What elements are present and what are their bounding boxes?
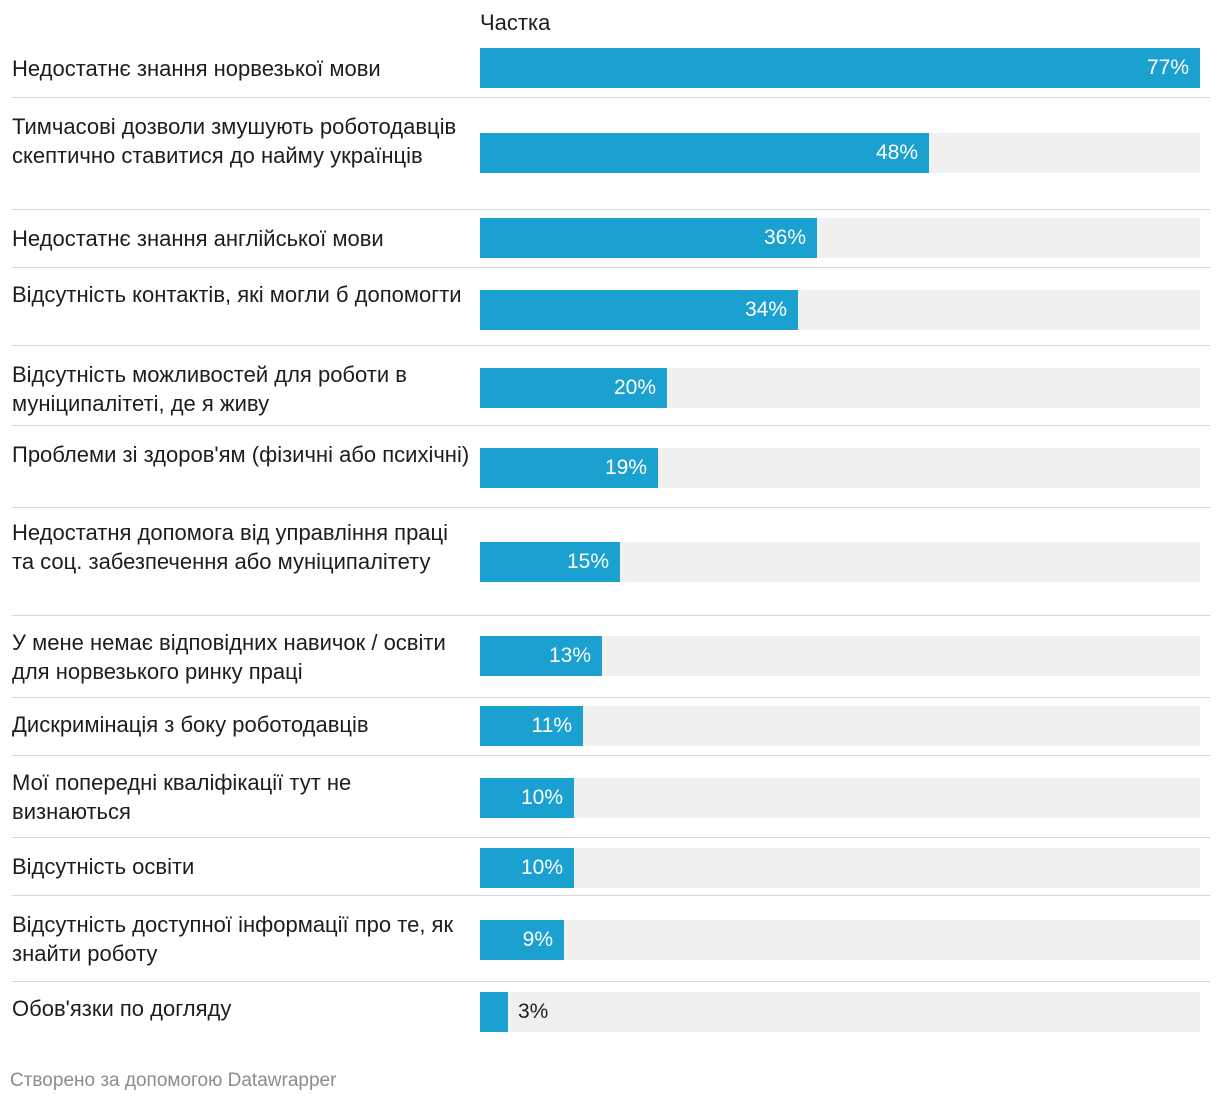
category-label: Відсутність доступної інформації про те,… <box>12 912 454 966</box>
bar <box>480 290 798 330</box>
bar <box>480 133 929 173</box>
row-divider <box>12 267 1210 268</box>
chart-row: Тимчасові дозволи змушують роботодавців … <box>0 98 1210 210</box>
bar-track: 15% <box>480 542 1200 582</box>
value-label: 48% <box>875 141 918 164</box>
category-label: Тимчасові дозволи змушують роботодавців … <box>12 114 457 168</box>
row-divider <box>12 895 1210 896</box>
value-label: 3% <box>518 1000 549 1023</box>
bar <box>480 778 574 818</box>
value-label: 13% <box>548 644 591 667</box>
chart-row: Проблеми зі здоров'ям (фізичні або психі… <box>0 426 1210 508</box>
bar <box>480 48 1200 88</box>
bar-track: 77% <box>480 48 1200 88</box>
bar-track: 3% <box>480 992 1200 1032</box>
bar <box>480 992 508 1032</box>
bar <box>480 542 620 582</box>
value-label: 20% <box>613 376 656 399</box>
bar-track: 36% <box>480 218 1200 258</box>
value-label: 11% <box>531 714 572 737</box>
row-divider <box>12 97 1210 98</box>
value-label: 36% <box>763 226 806 249</box>
row-divider <box>12 345 1210 346</box>
value-label: 15% <box>566 550 609 573</box>
value-label: 19% <box>604 456 647 479</box>
bar-track: 13% <box>480 636 1200 676</box>
row-divider <box>12 981 1210 982</box>
bar-track: 48% <box>480 133 1200 173</box>
chart-row: У мене немає відповідних навичок / освіт… <box>0 616 1210 698</box>
bar <box>480 218 817 258</box>
value-label: 10% <box>520 856 563 879</box>
footer-credit: Створено за допомогою Datawrapper <box>10 1070 337 1091</box>
bar-track: 9% <box>480 920 1200 960</box>
bar-track: 34% <box>480 290 1200 330</box>
chart-row: Мої попередні кваліфікації тут не визнаю… <box>0 756 1210 838</box>
value-label: 77% <box>1146 56 1189 79</box>
category-label: Відсутність освіти <box>12 854 195 879</box>
row-divider <box>12 837 1210 838</box>
bar-track: 10% <box>480 778 1200 818</box>
row-divider <box>12 507 1210 508</box>
category-label: Відсутність контактів, які могли б допом… <box>12 282 462 307</box>
value-label: 10% <box>520 786 563 809</box>
value-label: 34% <box>744 298 787 321</box>
bar <box>480 848 574 888</box>
category-label: Відсутність можливостей для роботи в мун… <box>12 362 407 416</box>
chart-row: Дискримінація з боку роботодавців 11% <box>0 698 1210 756</box>
bar <box>480 368 667 408</box>
column-header: Частка <box>480 10 551 35</box>
bar <box>480 448 658 488</box>
chart-row: Відсутність освіти 10% <box>0 838 1210 896</box>
chart-row: Відсутність можливостей для роботи в мун… <box>0 346 1210 426</box>
row-divider <box>12 615 1210 616</box>
bar <box>480 920 564 960</box>
row-divider <box>12 755 1210 756</box>
row-divider <box>12 425 1210 426</box>
bar <box>480 706 583 746</box>
category-label: Недостатнє знання англійської мови <box>12 226 384 251</box>
chart-row: Відсутність доступної інформації про те,… <box>0 896 1210 982</box>
category-label: Мої попередні кваліфікації тут не визнаю… <box>12 770 352 824</box>
row-divider <box>12 209 1210 210</box>
chart-row: Недостатнє знання англійської мови 36% <box>0 210 1210 268</box>
category-label: Недостатнє знання норвезької мови <box>12 56 381 81</box>
chart-row: Недостатня допомога від управління праці… <box>0 508 1210 616</box>
chart-row: Обов'язки по догляду 3% <box>0 982 1210 1040</box>
bar-track: 11% <box>480 706 1200 746</box>
category-label: Обов'язки по догляду <box>12 996 232 1021</box>
chart-row: Недостатнє знання норвезької мови 77% <box>0 40 1210 98</box>
bar-track: 10% <box>480 848 1200 888</box>
value-label: 9% <box>522 928 553 951</box>
category-label: У мене немає відповідних навичок / освіт… <box>12 630 446 684</box>
category-label: Недостатня допомога від управління праці… <box>12 520 449 574</box>
row-divider <box>12 697 1210 698</box>
bar-chart: Частка Недостатнє знання норвезької мови… <box>0 10 1210 1040</box>
chart-row: Відсутність контактів, які могли б допом… <box>0 268 1210 346</box>
bar-track: 19% <box>480 448 1200 488</box>
category-label: Проблеми зі здоров'ям (фізичні або психі… <box>12 442 470 467</box>
bar <box>480 636 602 676</box>
category-label: Дискримінація з боку роботодавців <box>12 712 369 737</box>
bar-track: 20% <box>480 368 1200 408</box>
